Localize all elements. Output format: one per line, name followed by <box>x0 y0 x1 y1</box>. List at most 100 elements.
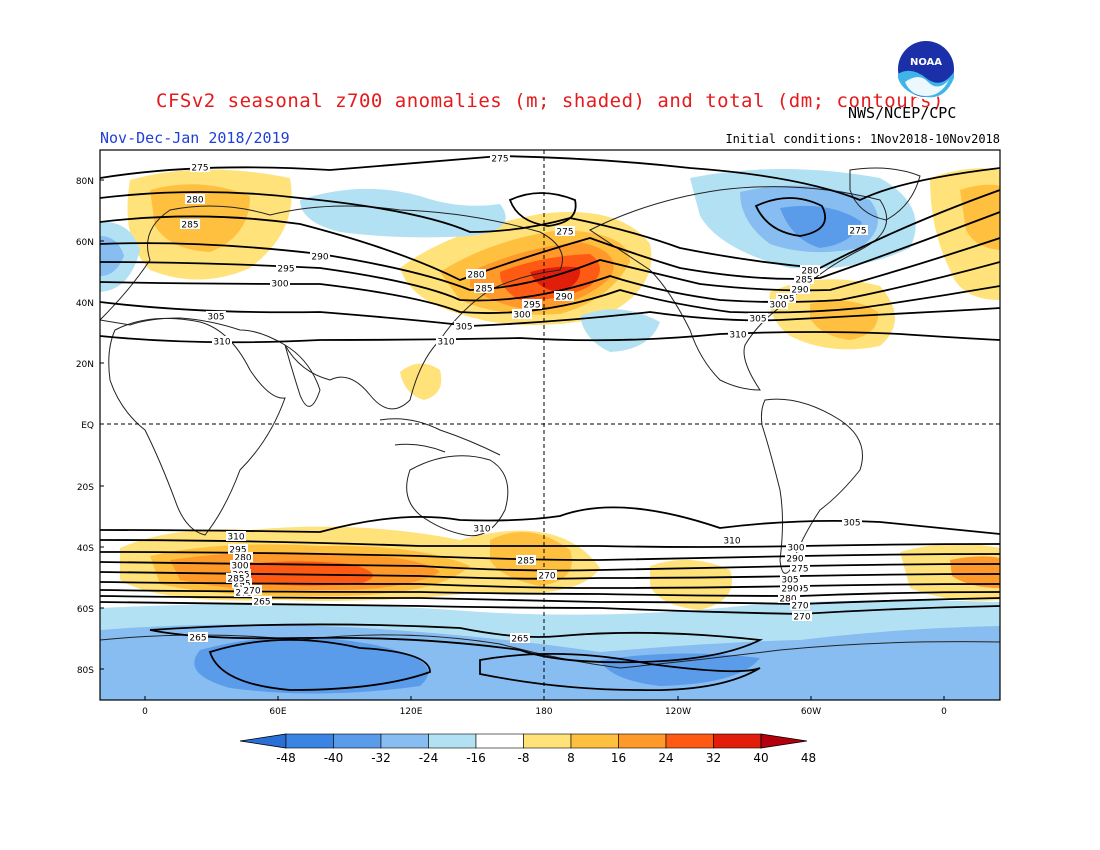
colorbar-arrow-high <box>760 733 808 749</box>
colorbar-arrow-low <box>239 733 287 749</box>
contour-280-south <box>100 589 1000 597</box>
contour-305-south <box>100 539 1000 548</box>
contour-label-bg <box>522 299 542 309</box>
contour-label-bg <box>848 225 868 235</box>
latitude-label: 60S <box>77 605 94 615</box>
coastline-africa <box>108 317 286 536</box>
contour-label: 285 <box>227 575 244 585</box>
anomaly-region-south-positive <box>650 559 732 610</box>
colorbar-swatch <box>285 733 334 749</box>
contour-label: 280 <box>779 595 796 605</box>
chart-title: CFSv2 seasonal z700 anomalies (m; shaded… <box>156 90 944 112</box>
contour-label-bg <box>454 321 474 331</box>
contour-label-bg <box>780 583 800 593</box>
contour-label-bg <box>785 553 805 563</box>
contour-label-bg <box>185 194 205 204</box>
contour-label: 280 <box>234 554 251 564</box>
map-frame <box>99 149 1001 701</box>
longitude-label: 180 <box>535 707 552 717</box>
contour-label-bg <box>728 329 748 339</box>
contour-label: 310 <box>437 338 454 348</box>
colorbar-tick-label: 40 <box>753 751 768 765</box>
coastline-antarctica <box>100 634 1000 669</box>
latitude-label: 40N <box>76 299 94 309</box>
colorbar-tick-label: 32 <box>706 751 721 765</box>
latitude-axis: 80N 60N 40N 20N EQ 20S 40S 60S 80S <box>76 177 104 676</box>
coastline-india <box>284 343 321 407</box>
contour-label-bg <box>778 593 798 603</box>
contour-label: 305 <box>843 519 860 529</box>
colorbar-swatch <box>713 733 762 749</box>
contour-label-bg <box>800 265 820 275</box>
contour-label: 270 <box>793 613 810 623</box>
contour-275-south <box>100 595 1000 605</box>
contour-label: 275 <box>191 164 208 174</box>
contour-label-bg <box>512 309 532 319</box>
contour-label-bg <box>276 263 296 273</box>
latitude-label: 20S <box>77 483 94 493</box>
contour-275-north-pacific <box>508 192 577 227</box>
contour-285-north <box>100 211 1000 281</box>
contour-label-bg <box>466 269 486 279</box>
contour-300-south <box>100 551 1000 561</box>
contour-label-bg <box>842 517 862 527</box>
contour-310-south <box>100 506 1000 535</box>
colorbar-swatch <box>570 733 619 749</box>
colorbar-swatch <box>523 733 572 749</box>
anomaly-region-asia-positive <box>400 363 442 400</box>
contour-label: 285 <box>795 276 812 286</box>
contour-label-bg <box>780 574 800 584</box>
contour-label-bg <box>510 633 530 643</box>
contour-label-bg <box>180 219 200 229</box>
contour-label-bg <box>226 531 246 541</box>
colorbar-swatch <box>428 733 477 749</box>
colorbar-swatch <box>665 733 714 749</box>
contour-label: 270 <box>791 602 808 612</box>
contour-label: 280 <box>186 196 203 206</box>
contour-label-bg <box>794 274 814 284</box>
contour-label: 265 <box>253 598 270 608</box>
contour-label-bg <box>748 313 768 323</box>
contour-label: 295 <box>277 265 294 275</box>
contour-label-bg <box>790 600 810 610</box>
contour-label: 300 <box>513 311 530 321</box>
contour-265-south <box>149 623 764 664</box>
longitude-label: 0 <box>941 707 947 717</box>
latitude-label: 40S <box>77 544 94 554</box>
coastline-southeast-asia <box>379 418 501 456</box>
contour-label: 275 <box>849 227 866 237</box>
colorbar-swatch <box>333 733 382 749</box>
latitude-label: 60N <box>76 238 94 248</box>
latitude-label: 80N <box>76 177 94 187</box>
contour-295-south <box>100 561 1000 572</box>
colorbar-tick-label: -48 <box>276 751 296 765</box>
contour-label-bg <box>722 535 742 545</box>
contour-label: 300 <box>769 301 786 311</box>
colorbar-swatch <box>618 733 667 749</box>
contour-label: 270 <box>243 587 260 597</box>
contour-label: 305 <box>455 323 472 333</box>
colorbar-tick-label: 48 <box>801 751 816 765</box>
contour-label-bg <box>228 544 248 554</box>
contour-label: 275 <box>791 565 808 575</box>
contour-label: 300 <box>787 544 804 554</box>
height-contours <box>100 155 1000 692</box>
contour-label: 305 <box>781 576 798 586</box>
contour-265-south-inner <box>479 652 761 692</box>
contour-label: 270 <box>538 572 555 582</box>
contour-300-north <box>100 281 1000 314</box>
colorbar-tick-label: -8 <box>518 751 530 765</box>
contour-label-bg <box>490 153 510 163</box>
contour-label-bg <box>212 336 232 346</box>
contour-label: 290 <box>786 555 803 565</box>
longitude-label: 60W <box>801 707 821 717</box>
contour-label-bg <box>537 570 557 580</box>
colorbar-swatch <box>380 733 429 749</box>
longitude-axis: 0 60E 120E 180 120W 60W 0 <box>142 696 947 717</box>
contour-label-bg <box>242 585 262 595</box>
contour-label: 285 <box>475 285 492 295</box>
colorbar-tick-label: -16 <box>466 751 486 765</box>
contour-label: 275 <box>491 155 508 165</box>
noaa-logo-text: NOAA <box>910 57 942 68</box>
contour-label-bg <box>790 563 810 573</box>
